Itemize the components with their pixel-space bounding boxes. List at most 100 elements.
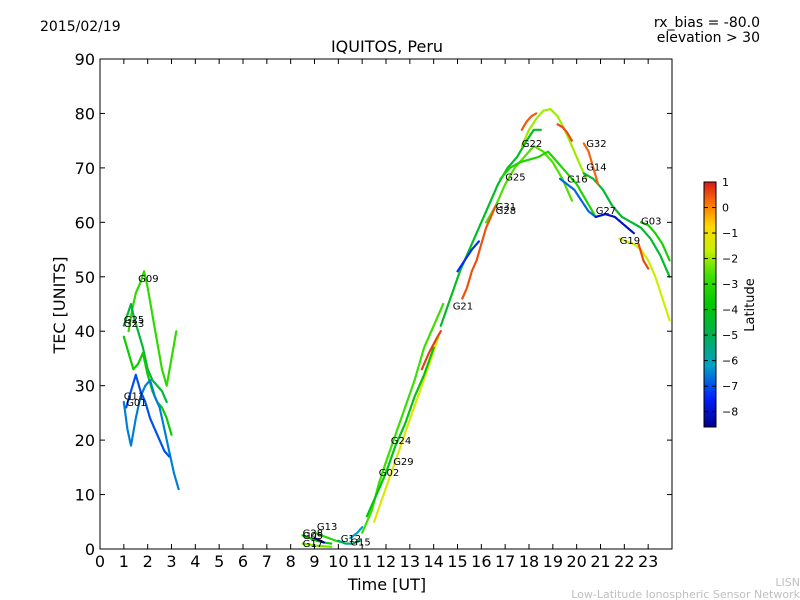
series-line-g29-12 <box>373 335 440 523</box>
rx-bias-label: rx_bias = -80.0 <box>654 15 760 31</box>
series-line-g03-23 <box>639 221 671 262</box>
sat-label-g28-16: G28 <box>496 206 516 217</box>
sat-label-g16-21: G16 <box>567 175 587 186</box>
sat-label-g27-22: G27 <box>596 206 616 217</box>
sat-label-g02-13: G02 <box>379 468 399 479</box>
x-tick-label-2: 2 <box>143 552 153 571</box>
sat-label-g32-19: G32 <box>586 139 606 150</box>
series-line-g25-1 <box>122 302 168 404</box>
x-tick-label-13: 13 <box>400 552 420 571</box>
series-line-g28-16 <box>456 240 480 273</box>
colorbar: 1 0 −1 −2 −3 −4 −5 −6 −7 −8 Latitude <box>703 176 758 428</box>
series-line-g08-29 <box>556 123 573 142</box>
series-line-g25-17 <box>499 150 597 218</box>
x-tick-label-6: 6 <box>238 552 248 571</box>
series-line-g31-15 <box>485 145 573 224</box>
series-line-g12-9 <box>337 539 361 545</box>
x-tick-label-16: 16 <box>471 552 491 571</box>
sat-label-g23-2: G23 <box>124 319 144 330</box>
colorbar-ticks: 1 0 −1 −2 −3 −4 −5 −6 −7 −8 <box>704 176 738 419</box>
sat-label-g05-7: G05 <box>303 531 323 542</box>
series-line-g09-0 <box>127 270 178 387</box>
y-tick-label-50: 50 <box>75 268 95 287</box>
y-tick-label-10: 10 <box>75 486 95 505</box>
series-line-g17-7 <box>301 542 333 548</box>
y-tick-label-40: 40 <box>75 322 95 341</box>
y-tick-label-0: 0 <box>85 540 95 559</box>
x-tick-label-11: 11 <box>352 552 372 571</box>
series-line-g21-14 <box>439 128 542 327</box>
x-tick-label-9: 9 <box>309 552 319 571</box>
sat-label-g03-23: G03 <box>641 217 661 228</box>
sat-label-g25-17: G25 <box>505 172 525 183</box>
sat-label-g28-6: G28 <box>303 529 323 540</box>
sat-label-g17-8: G17 <box>303 539 323 550</box>
x-tick-label-4: 4 <box>190 552 200 571</box>
sat-label-g21-14: G21 <box>453 301 473 312</box>
colorbar-tick-label--3: −3 <box>722 278 738 291</box>
series-line-g24-13 <box>365 346 435 518</box>
y-axis-label: TEC [UNITS] <box>50 257 69 355</box>
footer-lisn: LISN <box>775 576 800 589</box>
sat-label-g13-5: G13 <box>317 522 337 533</box>
x-axis-label: Time [UT] <box>347 575 426 594</box>
series-line-g15-10 <box>349 526 364 540</box>
colorbar-tick-label--8: −8 <box>722 406 738 419</box>
sat-label-g19-24: G19 <box>620 236 640 247</box>
footer-network: Low-Latitude Ionospheric Sensor Network <box>571 588 800 600</box>
series-line-g30-27 <box>420 330 442 371</box>
series-line-g20-26 <box>461 204 497 300</box>
x-tick-label-19: 19 <box>543 552 563 571</box>
x-tick-label-1: 1 <box>119 552 129 571</box>
colorbar-tick-label--6: −6 <box>722 355 738 368</box>
series-line-g07-28 <box>520 112 538 131</box>
y-tick-label-60: 60 <box>75 213 95 232</box>
sat-label-g15-10: G15 <box>350 538 370 549</box>
sat-label-g24-11: G24 <box>391 436 411 447</box>
y-tick-label-70: 70 <box>75 159 95 178</box>
colorbar-tick-label--5: −5 <box>722 329 738 342</box>
colorbar-tick-label--1: −1 <box>722 227 738 240</box>
sat-label-g22-18: G22 <box>522 139 542 150</box>
x-tick-label-15: 15 <box>447 552 467 571</box>
series-line-g01-4 <box>125 373 171 458</box>
series-line-g06-25 <box>637 243 650 270</box>
x-tick-label-7: 7 <box>262 552 272 571</box>
chart-title: IQUITOS, Peru <box>331 37 443 56</box>
y-tick-label-90: 90 <box>75 50 95 69</box>
x-tick-label-18: 18 <box>519 552 539 571</box>
x-tick-label-23: 23 <box>638 552 658 571</box>
colorbar-tick-label-0: 0 <box>722 202 729 215</box>
y-tick-label-20: 20 <box>75 431 95 450</box>
x-tick-label-22: 22 <box>614 552 634 571</box>
x-tick-label-3: 3 <box>166 552 176 571</box>
series-line-g05-5 <box>301 534 333 545</box>
x-tick-label-17: 17 <box>495 552 515 571</box>
sat-label-g29-12: G29 <box>393 457 413 468</box>
series-line-g19-24 <box>618 237 671 322</box>
sat-label-g25-1: G25 <box>124 315 144 326</box>
sat-label-g12-9: G12 <box>341 534 361 545</box>
elevation-label: elevation > 30 <box>657 30 760 46</box>
series-line-g1x-8 <box>313 537 326 544</box>
sat-label-g14-20: G14 <box>586 163 606 174</box>
sat-label-g11-3: G11 <box>124 391 144 402</box>
series-line-g32-21 <box>582 142 600 186</box>
x-tick-label-5: 5 <box>214 552 224 571</box>
sat-label-g01-4: G01 <box>126 398 146 409</box>
colorbar-gradient <box>703 181 717 428</box>
y-tick-label-30: 30 <box>75 377 95 396</box>
date-label: 2015/02/19 <box>40 19 121 35</box>
series-group <box>122 108 671 548</box>
sat-label-g31-15: G31 <box>496 202 516 213</box>
colorbar-tick-label--4: −4 <box>722 304 738 317</box>
axes-group: 0 1 2 3 4 5 6 7 8 9 10 11 12 13 14 15 16 17 18 19 20 21 22 2301… <box>75 50 673 571</box>
series-line-g11-3 <box>122 379 180 491</box>
colorbar-tick-label--7: −7 <box>722 380 738 393</box>
sat-label-g09-0: G09 <box>138 274 158 285</box>
colorbar-label: Latitude <box>743 278 758 332</box>
y-tick-label-80: 80 <box>75 104 95 123</box>
x-tick-label-10: 10 <box>328 552 348 571</box>
